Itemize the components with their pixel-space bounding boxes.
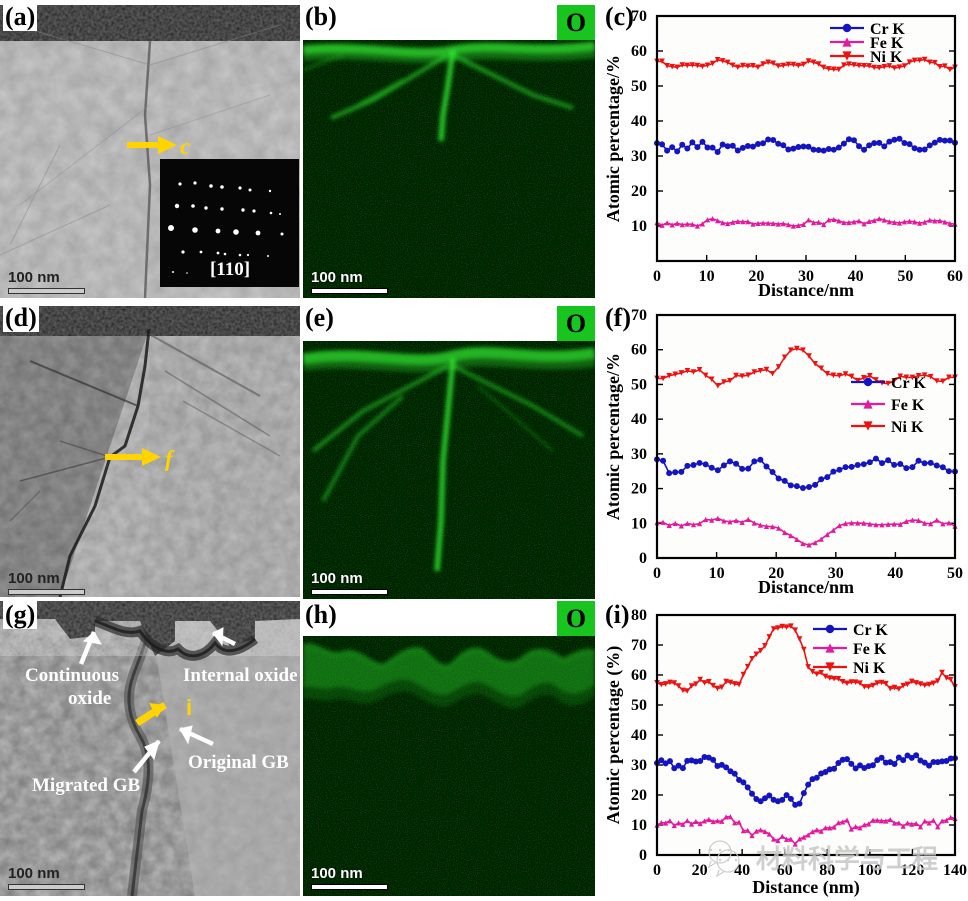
svg-text:50: 50	[631, 78, 647, 95]
svg-text:0: 0	[653, 862, 661, 879]
svg-text:[110]: [110]	[210, 259, 250, 280]
svg-text:50: 50	[947, 565, 963, 582]
svg-text:60: 60	[631, 342, 647, 359]
svg-text:Ni K: Ni K	[870, 49, 903, 66]
svg-text:60: 60	[947, 268, 963, 285]
svg-text:70: 70	[631, 637, 647, 654]
svg-text:Ni K: Ni K	[891, 419, 924, 436]
svg-text:0: 0	[639, 847, 647, 864]
svg-text:Distance (nm): Distance (nm)	[752, 877, 859, 898]
svg-text:100: 100	[858, 862, 882, 879]
svg-text:50: 50	[897, 268, 913, 285]
svg-text:Original GB: Original GB	[188, 752, 289, 773]
svg-text:50: 50	[631, 376, 647, 393]
svg-text:20: 20	[631, 787, 647, 804]
svg-text:Internal oxide: Internal oxide	[183, 665, 298, 686]
svg-text:Atomic percentage/%: Atomic percentage/%	[603, 55, 623, 222]
svg-text:oxide: oxide	[68, 688, 111, 709]
svg-text:20: 20	[631, 183, 647, 200]
svg-text:Cr K: Cr K	[853, 622, 888, 639]
svg-text:30: 30	[631, 446, 647, 463]
svg-text:120: 120	[900, 862, 924, 879]
svg-text:10: 10	[699, 268, 715, 285]
svg-text:0: 0	[639, 550, 647, 567]
svg-text:40: 40	[734, 862, 750, 879]
svg-text:20: 20	[631, 481, 647, 498]
svg-text:10: 10	[631, 218, 647, 235]
svg-text:0: 0	[653, 268, 661, 285]
svg-text:Fe K: Fe K	[853, 641, 887, 658]
svg-text:i: i	[186, 695, 192, 720]
svg-text:40: 40	[631, 411, 647, 428]
svg-text:10: 10	[631, 817, 647, 834]
svg-text:Atomic percentage/%: Atomic percentage/%	[603, 353, 623, 520]
svg-text:10: 10	[631, 515, 647, 532]
svg-text:Ni K: Ni K	[853, 660, 886, 677]
svg-text:60: 60	[631, 667, 647, 684]
svg-text:60: 60	[631, 43, 647, 60]
svg-text:50: 50	[631, 697, 647, 714]
svg-text:10: 10	[709, 565, 725, 582]
svg-text:40: 40	[631, 727, 647, 744]
svg-text:80: 80	[631, 607, 647, 624]
svg-text:Distance/nm: Distance/nm	[758, 577, 854, 597]
svg-text:Distance/nm: Distance/nm	[758, 280, 854, 300]
svg-text:30: 30	[631, 148, 647, 165]
svg-text:Cr K: Cr K	[891, 375, 926, 392]
svg-text:Fe K: Fe K	[891, 397, 925, 414]
svg-text:Atomic percentage (%): Atomic percentage (%)	[603, 646, 624, 825]
svg-text:40: 40	[887, 565, 903, 582]
svg-text:c: c	[180, 134, 190, 159]
svg-text:40: 40	[631, 113, 647, 130]
svg-text:0: 0	[653, 565, 661, 582]
svg-text:20: 20	[692, 862, 708, 879]
svg-text:30: 30	[631, 757, 647, 774]
svg-text:140: 140	[943, 862, 967, 879]
svg-text:70: 70	[631, 307, 647, 324]
